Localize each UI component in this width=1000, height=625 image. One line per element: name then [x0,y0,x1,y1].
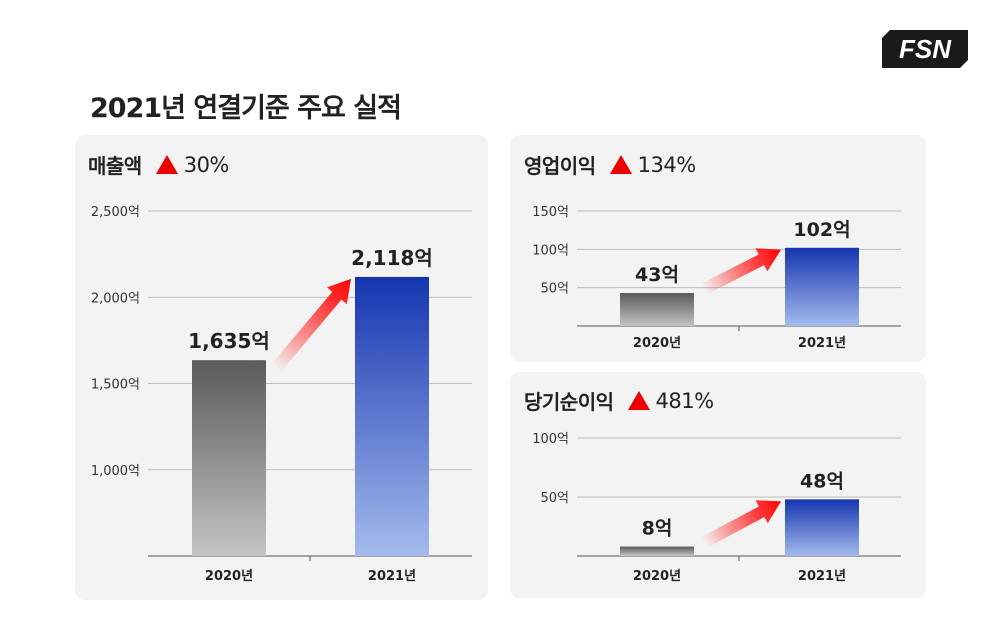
up-triangle-icon [609,155,632,174]
bar-2020 [620,546,694,556]
x-tick-label: 2021년 [368,569,416,584]
growth-arrow-icon [701,248,781,295]
panel-title: 당기순이익 [524,390,614,414]
growth-arrow-icon [271,278,351,373]
panel-title: 매출액 [88,154,142,178]
panel-net-income [510,372,926,598]
y-tick-label: 2,500억 [91,205,140,220]
net-income-header: 당기순이익 481% [524,386,714,415]
y-tick-label: 2,000억 [91,291,140,306]
value-label: 43억 [635,264,679,286]
bar-2020 [192,360,266,556]
revenue-header: 매출액 30% [88,150,229,179]
y-tick-label: 50억 [540,491,569,506]
y-tick-label: 1,500억 [91,378,140,393]
operating-profit-header: 영업이익 134% [524,150,696,179]
panel-title: 영업이익 [524,154,596,178]
value-label: 102억 [793,219,850,241]
value-label: 1,635억 [188,329,270,353]
value-label: 8억 [642,518,673,540]
x-tick-label: 2021년 [798,336,846,351]
y-tick-label: 1,000억 [91,464,140,479]
y-tick-label: 100억 [532,432,569,447]
fsn-logo: FSN [882,30,968,68]
y-tick-label: 100억 [532,243,569,258]
x-tick-label: 2020년 [205,569,253,584]
change-percent: 481% [655,388,715,413]
bar-2021 [355,276,429,556]
x-tick-label: 2021년 [798,569,846,584]
bar-2020 [620,293,694,326]
y-tick-label: 150억 [532,205,569,220]
up-triangle-icon [155,155,178,174]
page-title: 2021년 연결기준 주요 실적 [90,93,402,124]
change-percent: 30% [183,152,230,177]
y-tick-label: 50억 [540,282,569,297]
value-label: 2,118억 [351,246,433,270]
change-percent: 134% [637,152,697,177]
x-tick-label: 2020년 [633,569,681,584]
logo-text: FSN [899,34,952,64]
x-tick-label: 2020년 [633,336,681,351]
up-triangle-icon [627,391,650,410]
value-label: 48억 [800,470,844,492]
bar-2021 [785,499,859,556]
bar-2021 [785,247,859,326]
growth-arrow-icon [701,500,781,548]
